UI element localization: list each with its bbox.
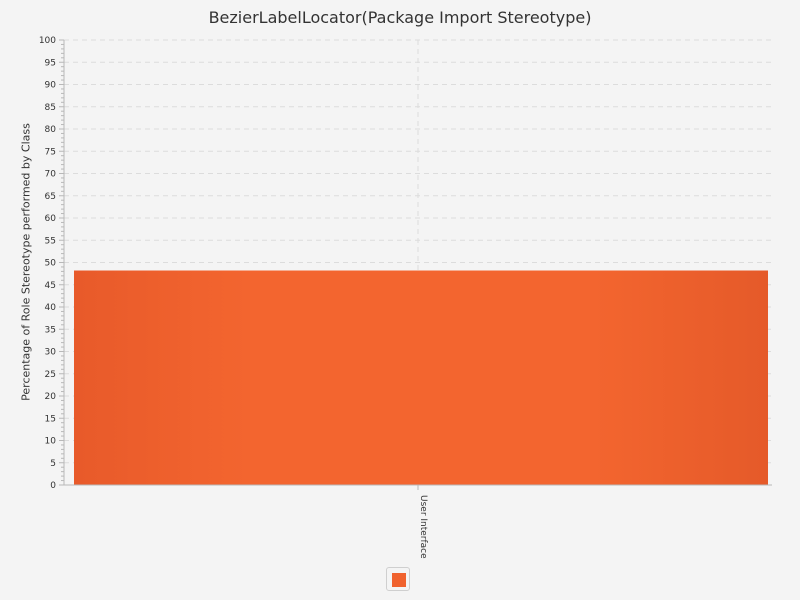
x-category-label: User Interface — [418, 495, 428, 559]
y-tick-label: 45 — [45, 281, 56, 291]
legend — [386, 567, 410, 591]
y-tick-label: 20 — [45, 392, 57, 402]
y-tick-label: 0 — [50, 481, 56, 491]
y-tick-label: 40 — [45, 303, 57, 313]
y-tick-label: 80 — [45, 125, 57, 135]
y-tick-label: 60 — [45, 214, 57, 224]
y-tick-label: 100 — [39, 36, 56, 46]
y-tick-label: 90 — [45, 81, 57, 91]
y-tick-label: 95 — [45, 58, 56, 68]
y-tick-label: 5 — [50, 459, 56, 469]
axes — [59, 39, 772, 490]
y-tick-label: 85 — [45, 103, 56, 113]
y-tick-label: 30 — [45, 348, 57, 358]
bar — [74, 270, 768, 485]
y-tick-label: 65 — [45, 192, 56, 202]
y-tick-label: 15 — [45, 414, 56, 424]
y-tick-label: 55 — [45, 236, 56, 246]
y-tick-label: 50 — [45, 259, 57, 269]
bars — [74, 270, 768, 485]
chart-title: BezierLabelLocator(Package Import Stereo… — [208, 8, 592, 27]
y-tick-label: 10 — [45, 437, 57, 447]
y-tick-labels: 0 5 10 15 20 25 30 35 40 45 50 55 60 65 70 75 80 85 90 95 10… — [39, 36, 56, 491]
y-tick-label: 75 — [45, 147, 56, 157]
y-tick-label: 25 — [45, 370, 56, 380]
legend-swatch — [392, 573, 406, 587]
y-tick-label: 35 — [45, 325, 56, 335]
y-tick-label: 70 — [45, 170, 57, 180]
x-category-labels: User Interface — [418, 495, 428, 559]
